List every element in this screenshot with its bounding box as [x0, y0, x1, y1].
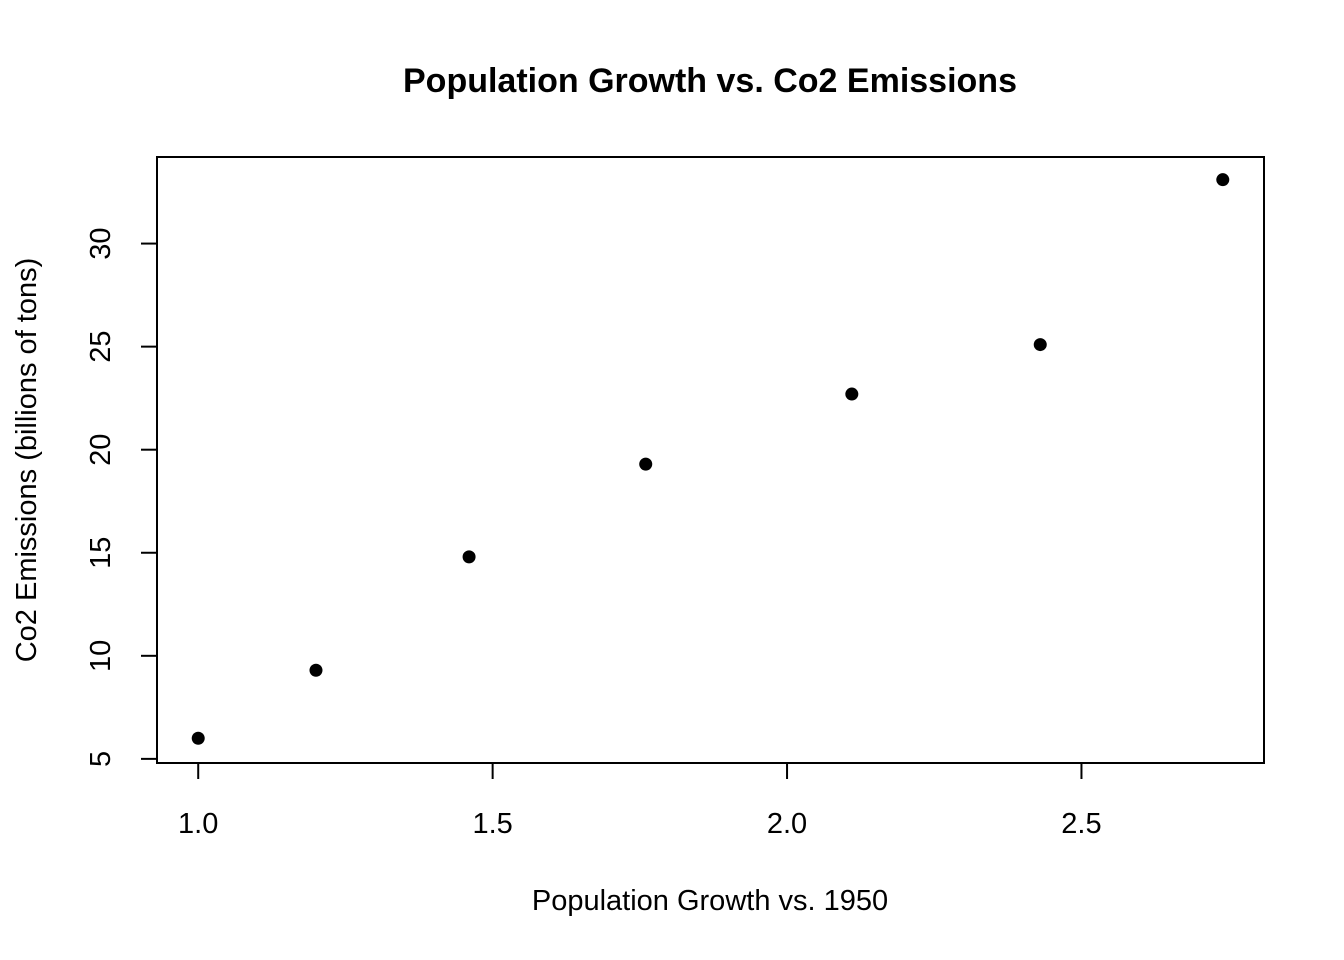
- y-tick-label: 15: [85, 537, 117, 569]
- data-point: [309, 663, 323, 677]
- plot-frame: [156, 156, 1265, 764]
- y-tick-label: 10: [85, 640, 117, 672]
- y-axis: 5 10 15 20 25 30: [85, 227, 158, 767]
- y-tick-label: 25: [85, 330, 117, 362]
- data-point: [1216, 173, 1230, 187]
- x-tick-label: 1.5: [472, 808, 512, 840]
- data-point: [639, 457, 653, 471]
- data-point: [462, 550, 476, 564]
- y-tick-label: 20: [85, 434, 117, 466]
- chart-title: Population Growth vs. Co2 Emissions: [403, 62, 1017, 100]
- x-axis: 1.0 1.5 2.0 2.5: [178, 762, 1102, 840]
- y-tick-label: 30: [85, 227, 117, 259]
- y-axis-label: Co2 Emissions (billions of tons): [11, 258, 43, 663]
- data-point: [191, 731, 205, 745]
- data-points: [191, 173, 1230, 745]
- x-tick-label: 2.5: [1061, 808, 1101, 840]
- y-tick-label: 5: [85, 751, 117, 767]
- x-tick-label: 1.0: [178, 808, 218, 840]
- x-tick-label: 2.0: [767, 808, 807, 840]
- x-axis-label: Population Growth vs. 1950: [532, 885, 888, 917]
- data-point: [845, 387, 859, 401]
- data-point: [1033, 338, 1047, 352]
